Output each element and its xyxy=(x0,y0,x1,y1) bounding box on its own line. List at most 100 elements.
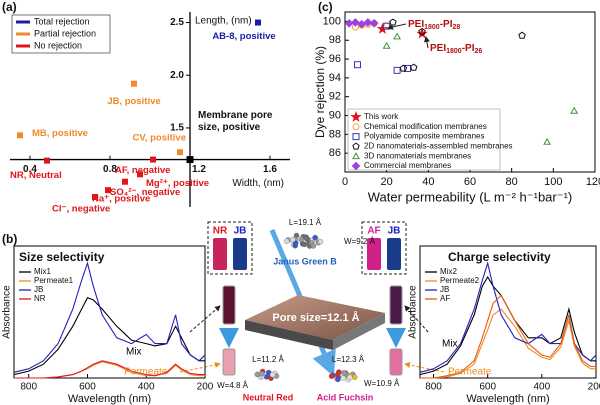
point xyxy=(344,18,354,28)
point xyxy=(410,63,418,71)
point xyxy=(131,80,137,87)
atom xyxy=(310,243,317,249)
molecule-length: L=11.2 Å xyxy=(252,355,284,364)
vial-box xyxy=(207,221,253,275)
x-tick-label: 120 xyxy=(586,176,600,188)
legend-swatch xyxy=(352,133,360,141)
point-label: Na⁺, positive xyxy=(92,194,150,205)
point xyxy=(404,64,411,72)
atom xyxy=(301,241,308,248)
annotation-part: PEI xyxy=(430,43,446,54)
point xyxy=(357,19,367,29)
y-tick-label: 1.5 xyxy=(170,123,184,134)
arrow xyxy=(189,305,221,333)
point xyxy=(354,61,361,69)
x-tick-label: 60 xyxy=(464,176,476,188)
y-tick-label: 100 xyxy=(323,15,341,27)
arrow xyxy=(404,305,429,333)
atom xyxy=(335,376,341,383)
annotation-arrow xyxy=(387,23,407,30)
legend-label: Total rejection xyxy=(34,16,90,26)
point xyxy=(17,132,23,139)
legend-label: JB xyxy=(440,285,449,294)
molecule xyxy=(328,369,358,383)
arrow xyxy=(179,362,221,373)
reference-label: size, positive xyxy=(198,122,261,133)
membrane xyxy=(245,295,385,340)
point-label: NR, Neutral xyxy=(10,170,62,181)
y-axis-label: Absorbance xyxy=(2,285,13,339)
chart-title: Size selectivity xyxy=(19,250,105,264)
point xyxy=(44,157,50,164)
molecule-name: Neutral Red xyxy=(243,392,294,402)
legend-label: Permeate1 xyxy=(34,276,74,285)
y-tick-label: 92 xyxy=(329,91,341,103)
x-tick-label: 20 xyxy=(381,176,393,188)
point-label: JB, positive xyxy=(107,96,160,107)
chart-title: Charge selectivity xyxy=(448,250,551,264)
panel-label: (b) xyxy=(2,232,17,246)
reference-point xyxy=(186,156,194,164)
vial xyxy=(387,238,401,270)
legend-swatch xyxy=(352,142,360,150)
point xyxy=(363,18,373,27)
annotation-part: PEI xyxy=(408,19,424,30)
plot-frame xyxy=(419,245,597,379)
molecule-width: W=10.9 Å xyxy=(364,379,400,388)
molecule xyxy=(283,232,324,249)
reference-label: Membrane pore xyxy=(198,110,273,121)
legend-label: AF xyxy=(440,294,450,303)
atom xyxy=(298,236,304,243)
spectrum-line xyxy=(13,297,205,376)
spectrum-line xyxy=(13,261,206,373)
legend-swatch xyxy=(351,161,361,171)
legend-label: 2D nanomaterials-assembled membranes xyxy=(364,142,513,151)
point xyxy=(137,171,143,178)
atom xyxy=(312,234,318,241)
atom xyxy=(335,371,341,378)
x-tick-label: 100 xyxy=(544,176,562,188)
x-axis-label: Wavelength (nm) xyxy=(68,393,151,405)
y-axis-label: Absorbance xyxy=(408,285,419,339)
y-axis-label: Length, (nm) xyxy=(195,16,252,27)
x-tick-label: 0.8 xyxy=(103,164,117,175)
point xyxy=(570,106,579,114)
atom xyxy=(328,373,335,379)
vial-label: JB xyxy=(234,226,247,237)
x-tick-label: 1.6 xyxy=(263,164,277,175)
x-tick-label: 0.4 xyxy=(23,164,37,175)
annotation-part: 28 xyxy=(452,24,460,31)
y-tick-label: 98 xyxy=(329,34,341,46)
membrane-side xyxy=(333,313,385,350)
legend-label: This work xyxy=(364,112,399,121)
molecule-name: Janus Green B xyxy=(273,256,337,266)
x-axis-label: Width, (nm) xyxy=(232,178,284,189)
legend-label: JB xyxy=(34,285,43,294)
point xyxy=(399,64,408,72)
molecule-length: L=12.3 Å xyxy=(332,355,365,364)
legend-label: Mix2 xyxy=(440,267,457,276)
diagram: Pore size=12.1 Å NR JB AF JB L=19.1 Å W=… xyxy=(179,218,445,402)
x-tick-label: 1.2 xyxy=(192,164,206,175)
point xyxy=(416,27,428,39)
vial-label: NR xyxy=(213,226,228,237)
pore-size-label: Pore size=12.1 Å xyxy=(272,311,359,324)
vial xyxy=(213,238,227,270)
vial xyxy=(222,285,236,325)
atom xyxy=(283,238,290,244)
y-tick-label: 88 xyxy=(329,128,341,140)
legend-swatch xyxy=(352,152,360,160)
legend-label: Chemical modification membranes xyxy=(364,122,487,131)
x-tick-label: 200 xyxy=(197,382,214,393)
x-tick-label: 200 xyxy=(588,382,600,393)
molecule xyxy=(254,368,280,381)
panel-label: (c) xyxy=(318,0,333,14)
vial-box xyxy=(361,221,407,275)
point xyxy=(543,137,552,145)
point xyxy=(351,18,360,27)
legend-label: Partial rejection xyxy=(34,28,96,38)
y-tick-label: 2.5 xyxy=(170,17,184,28)
point xyxy=(150,156,156,163)
panel-label: (a) xyxy=(2,0,17,14)
point-label: AB-8, positive xyxy=(212,31,275,42)
